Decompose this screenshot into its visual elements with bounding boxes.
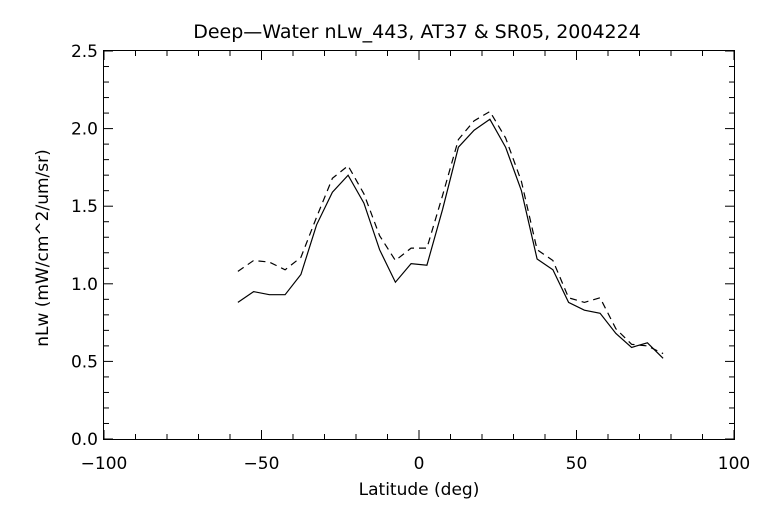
dashed-series-line	[237, 110, 664, 355]
x-tick-label: 50	[566, 454, 588, 474]
y-tick-label: 2.0	[71, 120, 98, 140]
y-axis-label: nLw (mW/cm^2/um/sr)	[33, 149, 53, 347]
y-tick-label: 0.0	[71, 430, 98, 450]
y-tick-label: 1.5	[71, 197, 98, 217]
x-tick-label: 0	[414, 454, 425, 474]
plot-frame	[103, 50, 735, 440]
solid-series-line	[237, 118, 664, 359]
chart-title: Deep—Water nLw_443, AT37 & SR05, 2004224	[193, 21, 641, 43]
x-tick-label: −50	[244, 454, 280, 474]
y-tick-label: 2.5	[71, 42, 98, 62]
y-tick-label: 1.0	[71, 275, 98, 295]
y-tick-label: 0.5	[71, 352, 98, 372]
x-axis-label: Latitude (deg)	[359, 480, 480, 500]
x-tick-label: 100	[718, 454, 750, 474]
axis-tick-labels: −100 −50 0 50 100 0.0 0.5 1.0 1.5 2.0 2.5	[71, 42, 750, 474]
series-lines	[237, 110, 664, 359]
axis-ticks	[103, 50, 735, 440]
x-tick-label: −100	[81, 454, 128, 474]
